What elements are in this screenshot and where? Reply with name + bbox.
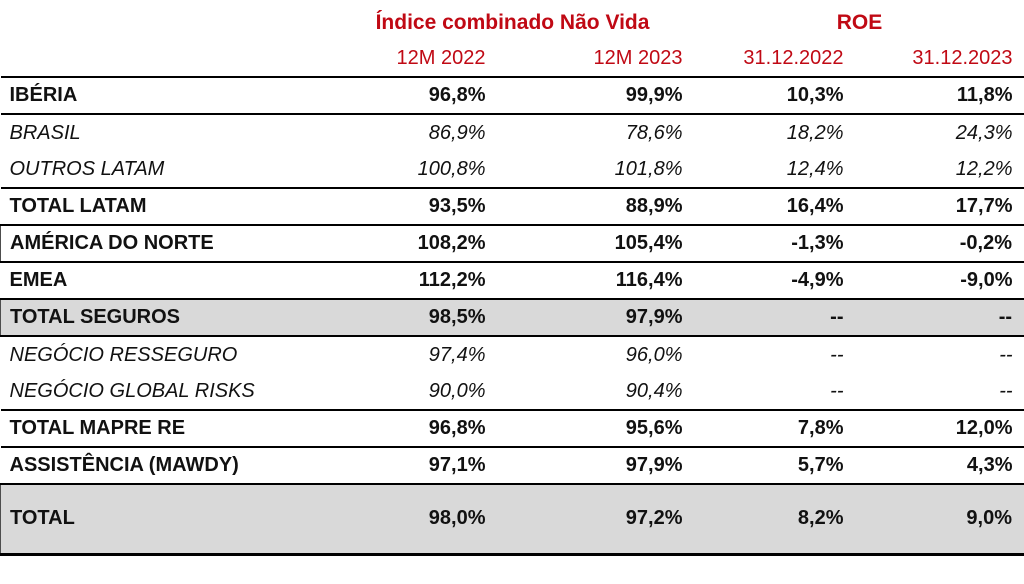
table-row: BRASIL 86,9% 78,6% 18,2% 24,3% [1, 114, 1024, 151]
table-row: TOTAL SEGUROS 98,5% 97,9% -- -- [0, 299, 1024, 336]
cell-value: 97,4% [428, 343, 486, 366]
cell-value: 97,1% [428, 454, 486, 476]
cell-value: 10,3% [786, 84, 844, 106]
cell-value: 95,6% [625, 417, 683, 439]
cell-value: 100,8% [417, 157, 486, 180]
cell-value: 112,2% [418, 269, 486, 291]
table-row: NEGÓCIO RESSEGURO 97,4% 96,0% -- -- [1, 336, 1024, 373]
cell-value: -1,3% [791, 232, 844, 254]
cell-value: 88,9% [625, 195, 683, 217]
cell-value: 7,8% [797, 417, 844, 439]
group-header-row: Índice combinado Não Vida ROE [1, 0, 1024, 40]
cell-value: 97,2% [625, 507, 683, 530]
table-body: IBÉRIA 96,8% 99,9% 10,3% 11,8% BRASIL 86,9% 78,… [0, 77, 1024, 554]
empty-corner-cell [1, 40, 331, 77]
column-header-12m-2022: 12M 2022 [396, 46, 486, 69]
cell-value: 116,4% [615, 269, 683, 291]
cell-value: 98,0% [428, 507, 486, 530]
cell-value: 12,0% [955, 417, 1013, 439]
cell-value: -0,2% [855, 225, 1024, 262]
cell-value: -- [830, 306, 844, 328]
cell-value: -- [830, 343, 844, 366]
row-label: NEGÓCIO RESSEGURO [9, 343, 238, 366]
cell-value: 17,7% [955, 195, 1013, 217]
cell-value: 8,2% [797, 507, 844, 530]
cell-value: 11,8% [956, 84, 1013, 106]
row-label: TOTAL SEGUROS [0, 299, 331, 336]
row-label: TOTAL MAPRE RE [9, 417, 186, 439]
cell-value: 86,9% [428, 121, 486, 144]
table-row: AMÉRICA DO NORTE 108,2% 105,4% -1,3% -0,2% [0, 225, 1024, 262]
cell-value: 99,9% [625, 84, 683, 106]
cell-value: 12,2% [955, 157, 1013, 180]
cell-value: 18,2% [786, 121, 844, 144]
table-row: OUTROS LATAM 100,8% 101,8% 12,4% 12,2% [0, 151, 1024, 188]
cell-value: 4,3% [966, 454, 1013, 476]
cell-value: 108,2% [417, 232, 486, 254]
table-row: ASSISTÊNCIA (MAWDY) 97,1% 97,9% 5,7% 4,3% [0, 447, 1024, 484]
cell-value: 93,5% [428, 195, 486, 217]
cell-value: 96,8% [428, 417, 486, 439]
group-header-combined-ratio: Índice combinado Não Vida [375, 10, 650, 34]
cell-value: -- [855, 299, 1024, 336]
cell-value: 97,9% [625, 306, 683, 328]
cell-value: 105,4% [614, 232, 683, 254]
cell-value: 101,8% [614, 157, 683, 180]
column-header-31-12-2023: 31.12.2023 [912, 46, 1013, 69]
cell-value: -- [999, 343, 1013, 366]
cell-value: -9,0% [960, 269, 1013, 291]
row-label: BRASIL [9, 121, 81, 144]
cell-value: 96,8% [428, 84, 486, 106]
cell-value: 90,0% [428, 379, 486, 402]
column-header-row: 12M 2022 12M 2023 31.12.2022 31.12.2023 [1, 40, 1024, 77]
row-label: TOTAL [0, 484, 331, 554]
column-header-12m-2023: 12M 2023 [593, 46, 683, 69]
row-label: EMEA [9, 269, 68, 291]
row-label: TOTAL LATAM [9, 195, 147, 217]
column-header-31-12-2022: 31.12.2022 [743, 46, 844, 69]
table-row: EMEA 112,2% 116,4% -4,9% -9,0% [0, 262, 1024, 299]
cell-value: -- [830, 379, 844, 402]
cell-value: -- [999, 379, 1013, 402]
cell-value: 9,0% [855, 484, 1024, 554]
cell-value: -4,9% [791, 269, 844, 291]
table-row: TOTAL 98,0% 97,2% 8,2% 9,0% [0, 484, 1024, 554]
table-header: Índice combinado Não Vida ROE 12M 2022 1… [1, 0, 1024, 77]
cell-value: 24,3% [955, 121, 1013, 144]
group-header-roe: ROE [836, 10, 883, 34]
row-label: OUTROS LATAM [9, 157, 165, 180]
cell-value: 78,6% [625, 121, 683, 144]
cell-value: 97,9% [625, 454, 683, 476]
row-label: AMÉRICA DO NORTE [0, 225, 331, 262]
empty-corner-cell [1, 0, 331, 40]
table-row: IBÉRIA 96,8% 99,9% 10,3% 11,8% [0, 77, 1024, 114]
cell-value: 90,4% [625, 379, 683, 402]
cell-value: 12,4% [786, 157, 844, 180]
cell-value: 16,4% [786, 195, 844, 217]
cell-value: 5,7% [797, 454, 844, 476]
table-row: TOTAL MAPRE RE 96,8% 95,6% 7,8% 12,0% [0, 410, 1024, 447]
table-row: TOTAL LATAM 93,5% 88,9% 16,4% 17,7% [0, 188, 1024, 225]
row-label: IBÉRIA [9, 84, 78, 106]
cell-value: 96,0% [625, 343, 683, 366]
row-label: NEGÓCIO GLOBAL RISKS [9, 379, 255, 402]
combined-ratio-roe-table: Índice combinado Não Vida ROE 12M 2022 1… [0, 0, 1024, 554]
table-row: NEGÓCIO GLOBAL RISKS 90,0% 90,4% -- -- [0, 373, 1024, 410]
cell-value: 98,5% [428, 306, 486, 328]
row-label: ASSISTÊNCIA (MAWDY) [9, 454, 239, 476]
